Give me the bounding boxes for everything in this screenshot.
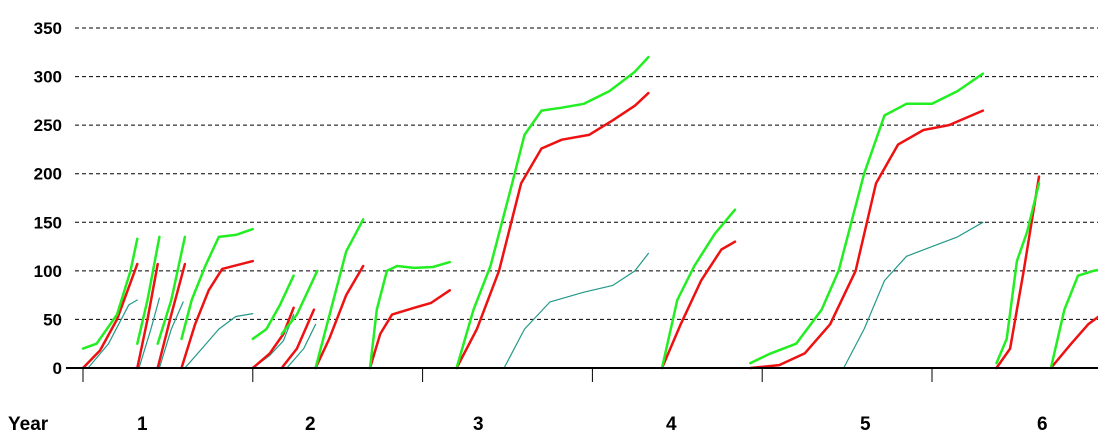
y-tick-label-300: 300 — [34, 68, 62, 87]
x-tick-label-1: 1 — [137, 414, 148, 434]
teal-series-line-4 — [184, 313, 254, 369]
red-series-line-1 — [81, 262, 139, 370]
y-tick-label-0: 0 — [53, 359, 62, 378]
red-series-line-3 — [156, 262, 187, 370]
y-tick-labels: 0 50 100 150 200 250 300 350 — [34, 19, 62, 378]
y-tick-label-50: 50 — [43, 310, 62, 329]
teal-series-line-9 — [503, 252, 649, 369]
red-series-line-12 — [995, 175, 1041, 370]
x-axis-title: Year — [8, 414, 49, 434]
green-series-line-4 — [180, 227, 255, 341]
green-series-line-2 — [136, 235, 161, 345]
green-series-line-5 — [251, 274, 295, 341]
y-tick-label-200: 200 — [34, 165, 62, 184]
teal-series-line-3 — [158, 301, 184, 369]
x-tick-labels: Year 1 2 3 4 5 6 — [8, 414, 1048, 434]
y-tick-label-100: 100 — [34, 262, 62, 281]
red-series-line-11 — [749, 109, 985, 370]
green-series-line-12 — [995, 182, 1041, 365]
y-tick-label-150: 150 — [34, 213, 62, 232]
series-lines — [81, 55, 1098, 370]
green-series-line-10 — [660, 208, 737, 370]
green-series-line-9 — [455, 55, 650, 370]
red-series-line-7 — [314, 264, 365, 370]
x-tick-label-2: 2 — [305, 414, 316, 434]
red-series-line-10 — [660, 240, 737, 370]
red-series-line-2 — [136, 262, 159, 370]
teal-series-line-13 — [1092, 367, 1098, 369]
green-series-line-11 — [749, 72, 985, 365]
red-series-line-9 — [455, 91, 650, 370]
teal-series-line-6 — [286, 323, 317, 369]
green-series-line-6 — [280, 269, 319, 336]
red-series-line-6 — [280, 308, 316, 370]
red-series-line-13 — [1049, 315, 1098, 370]
x-tick-label-4: 4 — [666, 414, 677, 434]
grid-lines — [75, 27, 1098, 320]
green-series-line-1 — [81, 237, 139, 350]
green-series-line-8 — [368, 260, 452, 370]
y-tick-label-350: 350 — [34, 19, 62, 38]
green-series-line-13 — [1049, 268, 1098, 370]
x-tick-label-6: 6 — [1037, 414, 1048, 434]
x-tick-label-5: 5 — [860, 414, 871, 434]
x-tick-label-3: 3 — [473, 414, 484, 434]
teal-series-line-1 — [87, 299, 138, 369]
red-series-line-5 — [251, 306, 295, 370]
green-series-line-7 — [314, 218, 365, 370]
teal-series-line-2 — [138, 297, 160, 369]
axes — [66, 367, 1098, 382]
green-series-line-3 — [156, 235, 187, 345]
red-series-line-8 — [368, 289, 452, 370]
teal-series-line-11 — [843, 221, 984, 369]
red-series-line-4 — [180, 259, 255, 370]
y-tick-label-250: 250 — [34, 116, 62, 135]
